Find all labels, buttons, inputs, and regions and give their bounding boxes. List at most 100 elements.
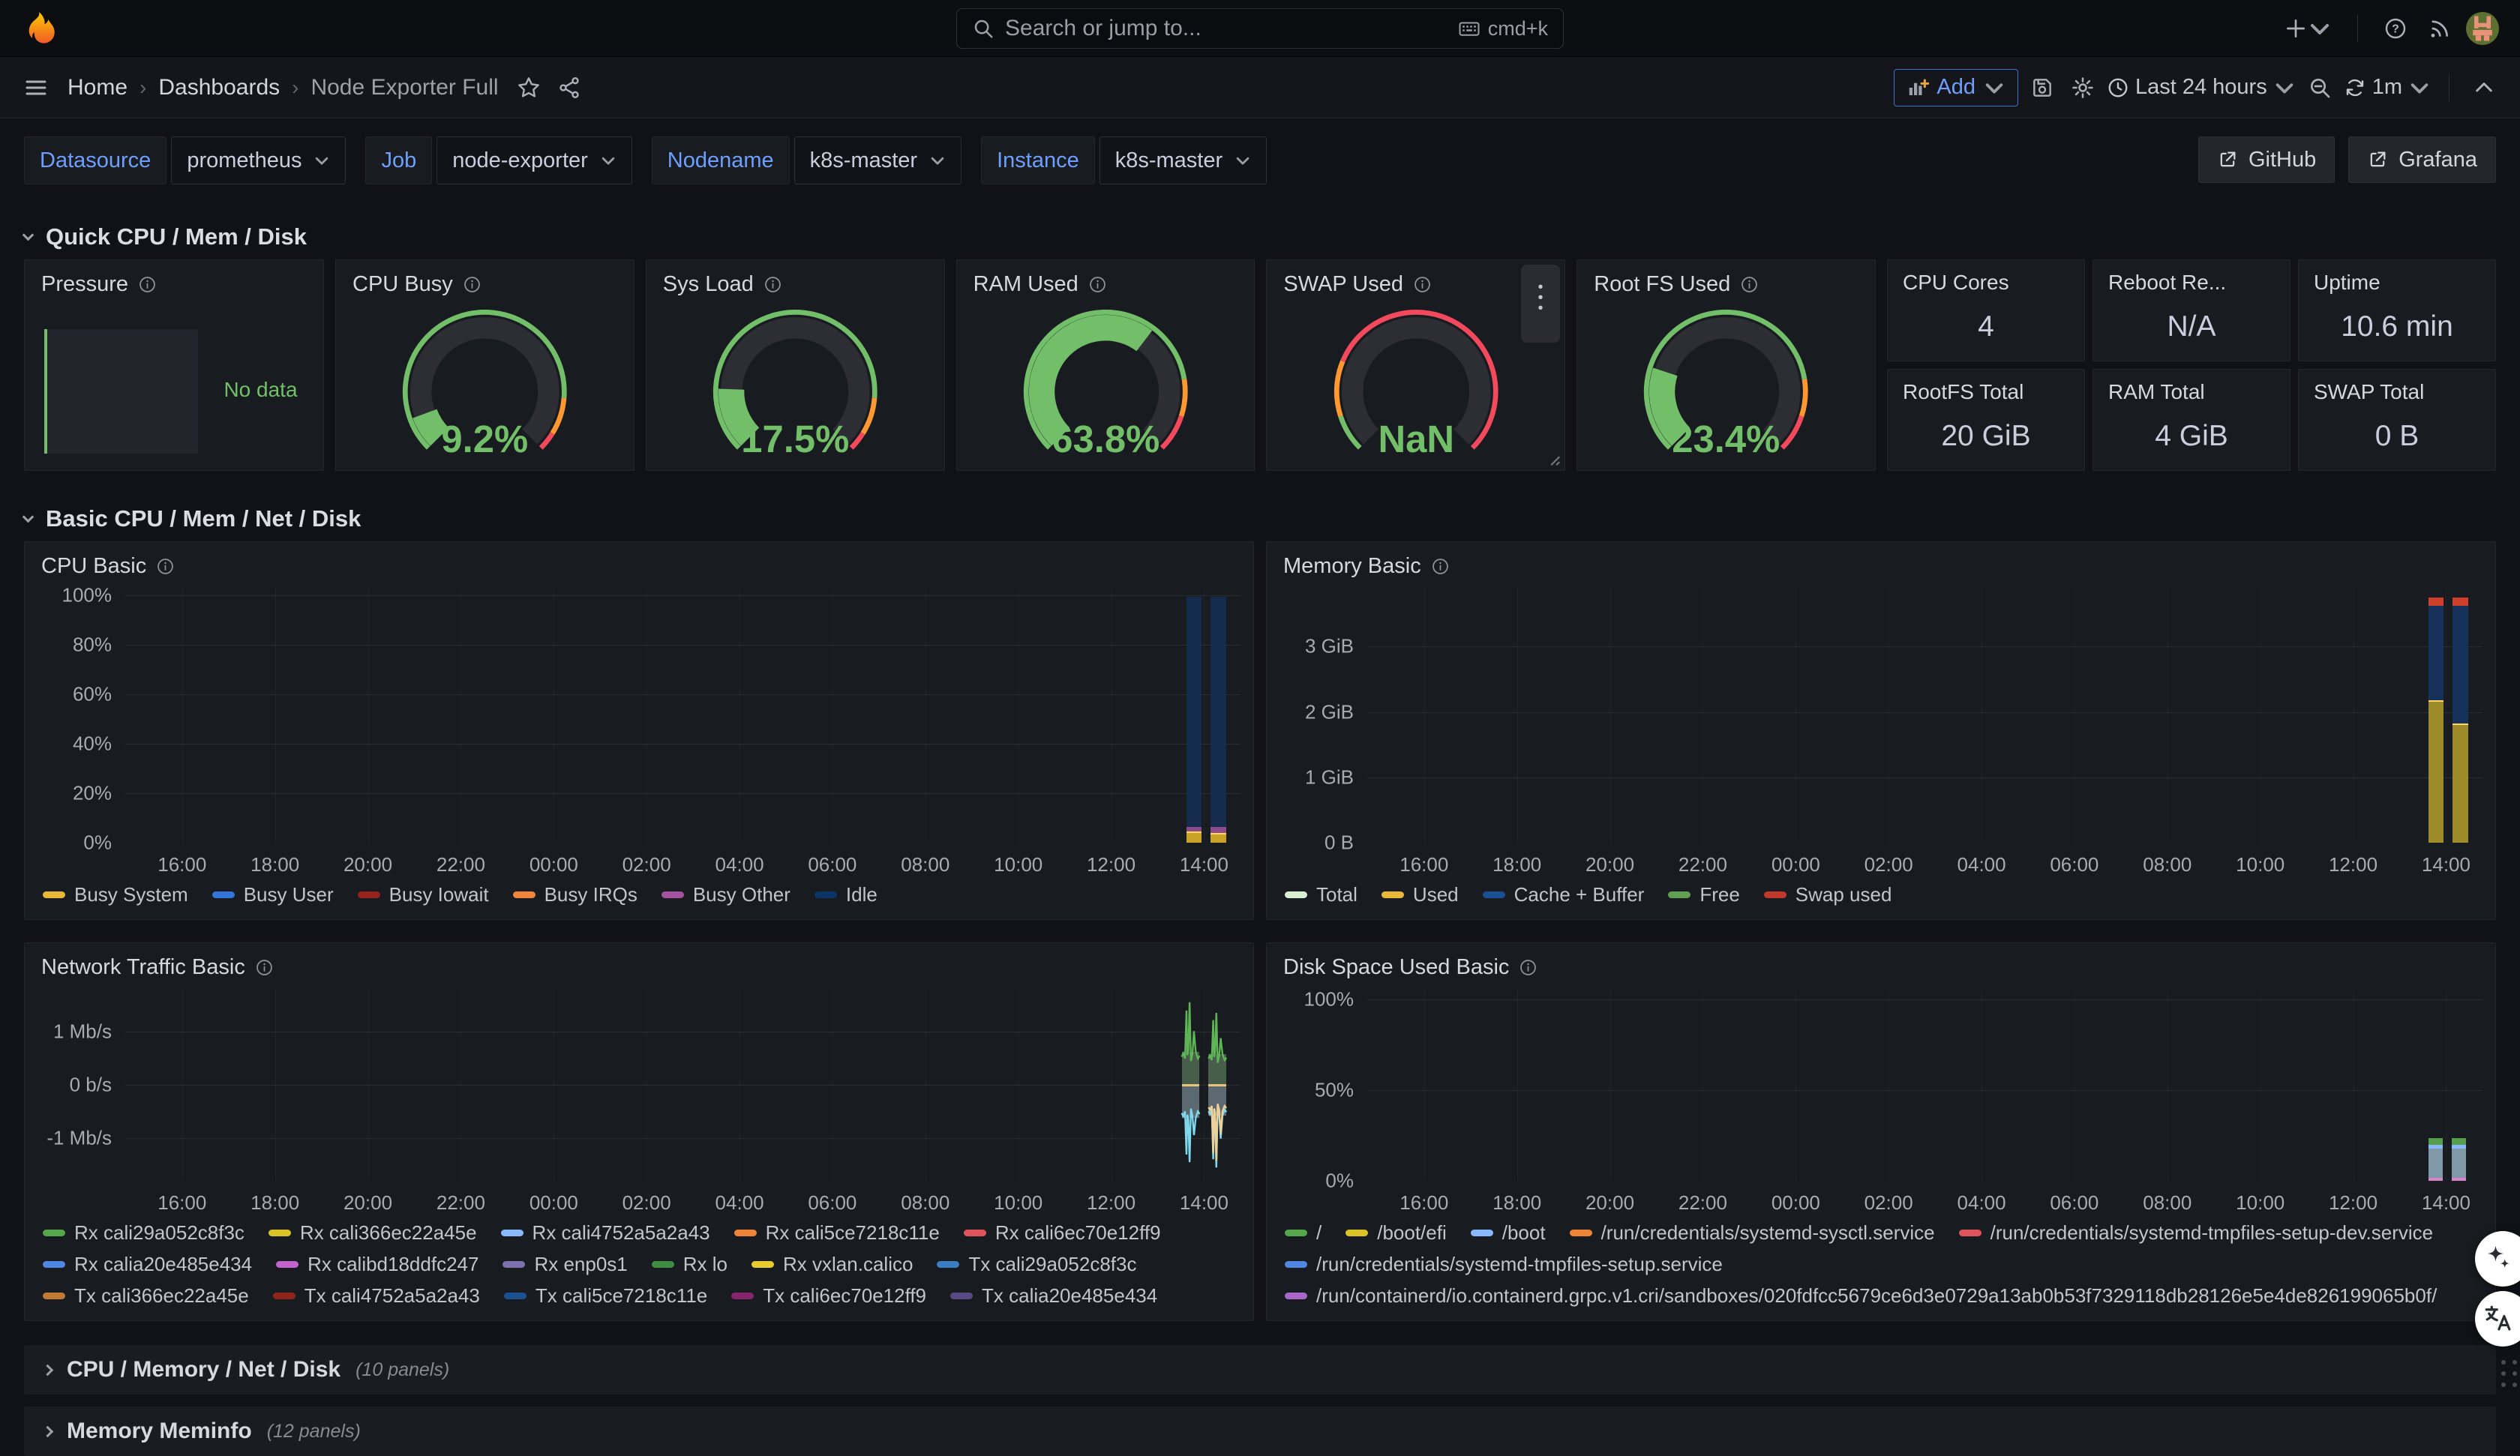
info-icon[interactable] [1739, 274, 1760, 295]
legend-item-tx-cali6ec70e12ff9[interactable]: Tx cali6ec70e12ff9 [731, 1284, 926, 1308]
info-icon[interactable] [155, 556, 176, 577]
panel-title[interactable]: Disk Space Used Basic [1283, 955, 1510, 979]
rss-icon [2431, 19, 2448, 37]
legend-item-busy-iowait[interactable]: Busy Iowait [357, 883, 489, 906]
legend-item-free[interactable]: Free [1668, 883, 1740, 906]
legend-item-swap-used[interactable]: Swap used [1763, 883, 1892, 906]
help-button[interactable]: ? [2379, 12, 2412, 45]
drag-handle[interactable] [2501, 1360, 2517, 1387]
time-range-picker[interactable]: Last 24 hours [2107, 75, 2296, 100]
save-dashboard-button[interactable] [2026, 71, 2059, 104]
info-icon[interactable] [254, 957, 274, 978]
legend-item-rx-cali4752a5a2a43[interactable]: Rx cali4752a5a2a43 [500, 1221, 710, 1245]
legend-item-rx-calia20e485e434[interactable]: Rx calia20e485e434 [43, 1253, 252, 1276]
news-button[interactable] [2422, 12, 2456, 45]
legend-item-run-credentials-systemd-sysctl-service[interactable]: /run/credentials/systemd-sysctl.service [1569, 1221, 1935, 1245]
search-input[interactable]: Search or jump to... cmd+k [956, 8, 1564, 49]
panel-title[interactable]: Reboot Re... [2108, 271, 2227, 294]
info-icon[interactable] [1430, 556, 1450, 577]
panel-title[interactable]: SWAP Used [1283, 272, 1403, 296]
panel-resize-handle[interactable] [1545, 451, 1562, 467]
refresh-picker[interactable]: 1m [2344, 75, 2431, 100]
variable-select-datasource[interactable]: prometheus [171, 136, 346, 184]
chart-legend: Rx cali29a052c8f3c Rx cali366ec22a45e Rx c… [41, 1217, 1240, 1314]
favorite-button[interactable] [512, 71, 545, 104]
dashboard-link-github[interactable]: GitHub [2198, 136, 2336, 183]
legend-item-tx-cali5ce7218c11e[interactable]: Tx cali5ce7218c11e [503, 1284, 707, 1308]
legend-item-rx-cali6ec70e12ff9[interactable]: Rx cali6ec70e12ff9 [963, 1221, 1161, 1245]
dashboard-link-grafana[interactable]: Grafana [2348, 136, 2496, 183]
variable-select-nodename[interactable]: k8s-master [794, 136, 962, 184]
legend-item-rx-enp0s1[interactable]: Rx enp0s1 [502, 1253, 628, 1276]
dashboard-row-memory-meminfo[interactable]: Memory Meminfo (12 panels) [24, 1407, 2496, 1456]
legend-item-tx-cali4752a5a2a43[interactable]: Tx cali4752a5a2a43 [272, 1284, 480, 1308]
stat-value: 20 GiB [1941, 420, 2031, 452]
legend-item-rx-vxlan-calico[interactable]: Rx vxlan.calico [752, 1253, 913, 1276]
legend-item-rx-cali29a052c8f3c[interactable]: Rx cali29a052c8f3c [43, 1221, 244, 1245]
legend-item-busy-other[interactable]: Busy Other [661, 883, 790, 906]
legend-item-used[interactable]: Used [1381, 883, 1459, 906]
info-icon[interactable] [763, 274, 783, 295]
panel-title[interactable]: CPU Basic [41, 554, 147, 578]
dashboard-settings-button[interactable] [2066, 71, 2099, 104]
legend-item-series[interactable]: / [1285, 1221, 1322, 1245]
legend-item-boot-efi[interactable]: /boot/efi [1346, 1221, 1447, 1245]
variable-select-instance[interactable]: k8s-master [1099, 136, 1268, 184]
breadcrumb-item-home[interactable]: Home [68, 74, 128, 100]
variable-select-job[interactable]: node-exporter [436, 136, 632, 184]
row-header-quick[interactable]: Quick CPU / Mem / Disk [22, 223, 2496, 250]
user-avatar[interactable] [2466, 11, 2499, 45]
x-tick-label: 08:00 [901, 853, 950, 876]
legend-item-run-containerd-io-containerd-grpc-v1-cri-sandboxes-020fdfcc5679ce6d3e0729a13ab0b53f7329118db28126e5e4de826199065b0f[interactable]: /run/containerd/io.containerd.grpc.v1.cr… [1285, 1284, 2437, 1308]
panel-title[interactable]: CPU Busy [352, 272, 453, 296]
legend-item-tx-cali29a052c8f3c[interactable]: Tx cali29a052c8f3c [937, 1253, 1136, 1276]
legend-item-boot[interactable]: /boot [1470, 1221, 1546, 1245]
legend-item-rx-cali5ce7218c11e[interactable]: Rx cali5ce7218c11e [734, 1221, 940, 1245]
legend-item-busy-system[interactable]: Busy System [43, 883, 188, 906]
legend-item-cache-buffer[interactable]: Cache + Buffer [1482, 883, 1644, 906]
ai-assistant-button[interactable] [2475, 1231, 2520, 1287]
panel-title[interactable]: CPU Cores [1902, 271, 2009, 294]
legend-item-idle[interactable]: Idle [814, 883, 878, 906]
info-icon[interactable] [1518, 957, 1538, 978]
panel-title[interactable]: Pressure [41, 272, 129, 296]
menu-toggle-button[interactable] [20, 71, 52, 104]
legend-item-run-credentials-systemd-tmpfiles-setup-service[interactable]: /run/credentials/systemd-tmpfiles-setup.… [1285, 1253, 1723, 1276]
chevron-down-icon [2410, 82, 2428, 93]
row-header-basic[interactable]: Basic CPU / Mem / Net / Disk [22, 505, 2496, 532]
legend-item-tx-calia20e485e434[interactable]: Tx calia20e485e434 [950, 1284, 1157, 1308]
chart-legend: Total Used Cache + Buffer Free Swap used [1283, 879, 2482, 913]
dashboard-row-cpu-memory-net-disk[interactable]: CPU / Memory / Net / Disk (10 panels) [24, 1345, 2496, 1395]
collapse-toolbar-button[interactable] [2468, 71, 2500, 104]
panel-title[interactable]: Network Traffic Basic [41, 955, 245, 979]
legend-swatch [276, 1260, 299, 1268]
add-panel-button[interactable]: Add [1894, 68, 2018, 106]
info-icon[interactable] [1088, 274, 1108, 295]
panel-title[interactable]: RAM Used [973, 272, 1078, 296]
legend-item-busy-user[interactable]: Busy User [212, 883, 334, 906]
panel-title[interactable]: SWAP Total [2313, 380, 2425, 403]
legend-item-tx-cali366ec22a45e[interactable]: Tx cali366ec22a45e [43, 1284, 249, 1308]
breadcrumb-item-dashboards[interactable]: Dashboards [158, 74, 280, 100]
panel-menu-button[interactable] [1521, 265, 1561, 343]
share-button[interactable] [553, 71, 586, 104]
legend-item-rx-calibd18ddfc247[interactable]: Rx calibd18ddfc247 [276, 1253, 478, 1276]
info-icon[interactable] [137, 274, 158, 295]
info-icon[interactable] [462, 274, 482, 295]
panel-title[interactable]: RootFS Total [1902, 380, 2024, 403]
legend-item-run-credentials-systemd-tmpfiles-setup-dev-service[interactable]: /run/credentials/systemd-tmpfiles-setup-… [1958, 1221, 2433, 1245]
panel-title[interactable]: Root FS Used [1594, 272, 1731, 296]
info-icon[interactable] [1412, 274, 1432, 295]
panel-title[interactable]: RAM Total [2108, 380, 2205, 403]
translate-button[interactable] [2475, 1291, 2520, 1347]
legend-item-busy-irqs[interactable]: Busy IRQs [512, 883, 638, 906]
grafana-logo-icon[interactable] [21, 10, 57, 46]
legend-item-rx-cali366ec22a45e[interactable]: Rx cali366ec22a45e [268, 1221, 477, 1245]
legend-item-rx-lo[interactable]: Rx lo [651, 1253, 728, 1276]
zoom-out-time-button[interactable] [2303, 71, 2336, 104]
panel-title[interactable]: Sys Load [662, 272, 754, 296]
panel-title[interactable]: Memory Basic [1283, 554, 1421, 578]
panel-title[interactable]: Uptime [2313, 271, 2380, 294]
legend-item-total[interactable]: Total [1285, 883, 1358, 906]
new-button[interactable] [2279, 12, 2336, 45]
